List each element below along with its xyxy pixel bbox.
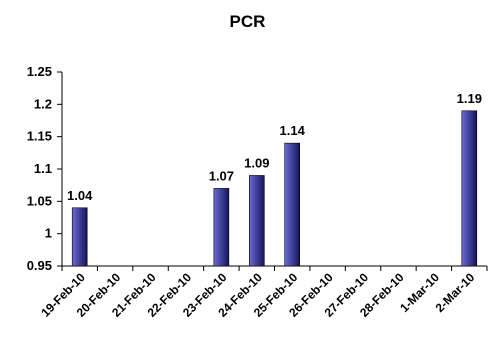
y-tick-labels: 0.95 1 1.05 1.1 1.15 1.2 1.25 <box>27 64 52 273</box>
y-tick-label: 1.15 <box>27 129 52 144</box>
bar <box>213 188 230 267</box>
y-tick-label: 0.95 <box>27 258 52 273</box>
data-label: 1.19 <box>457 91 482 106</box>
y-tick-label: 1 <box>45 226 52 241</box>
axes <box>57 71 488 271</box>
data-label: 1.07 <box>209 168 234 183</box>
bar <box>461 110 478 267</box>
bar <box>248 175 265 267</box>
x-tick-label: 2-Mar-10 <box>433 270 478 315</box>
y-tick-label: 1.1 <box>34 161 52 176</box>
y-tick-label: 1.05 <box>27 193 52 208</box>
y-tick-label: 1.2 <box>34 96 52 111</box>
y-tick-label: 1.25 <box>27 64 52 79</box>
bars <box>71 110 478 267</box>
bar <box>284 142 301 267</box>
chart-title: PCR <box>229 12 266 31</box>
data-labels: 1.04 1.07 1.09 1.14 1.19 <box>67 91 482 203</box>
data-label: 1.09 <box>244 155 269 170</box>
x-tick-labels: 19-Feb-1020-Feb-1021-Feb-1022-Feb-1023-F… <box>38 270 477 320</box>
data-label: 1.04 <box>67 188 93 203</box>
data-label: 1.14 <box>280 123 306 138</box>
bar <box>71 207 88 267</box>
